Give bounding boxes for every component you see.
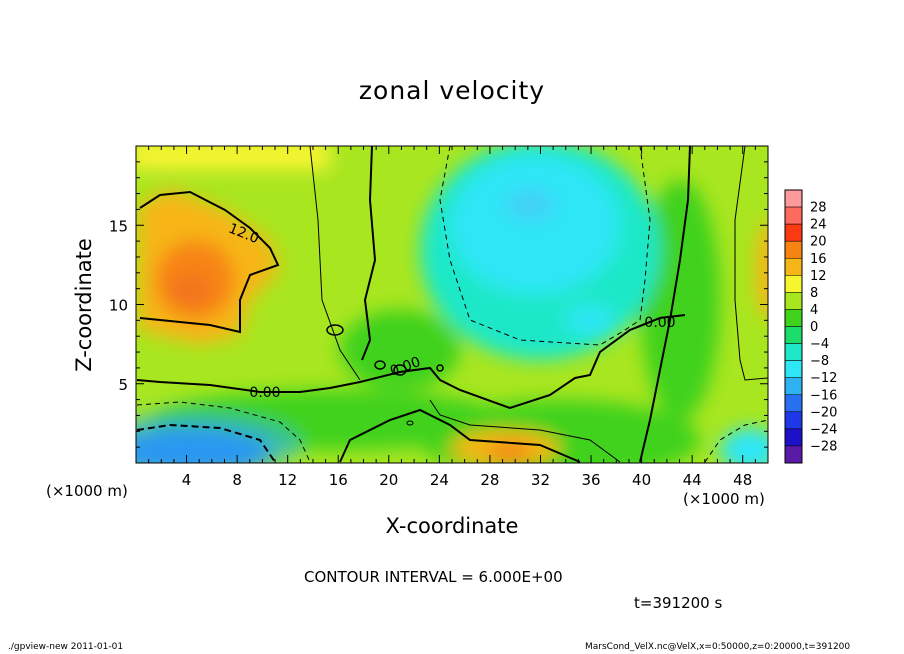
colorbar-label: 16 [810,252,827,267]
x-tick-label: 28 [480,471,499,489]
colorbar-swatch [784,343,803,361]
colorbar-swatch [784,394,803,413]
contour-label: 0.00 [249,385,280,401]
time-label: t=391200 s [634,594,723,612]
colorbar-swatch [784,206,803,225]
contour-neg-12 [136,423,276,463]
colorbar-swatch [784,189,803,208]
colorbar-swatch [784,428,803,447]
y-tick-label: 5 [118,376,128,394]
x-tick-label: 40 [632,471,651,489]
colorbar-label: −12 [810,371,837,386]
colorbar-label: −24 [810,422,837,437]
contour-label: 0.00 [644,315,675,331]
footer-data-source: MarsCond_VelX.nc@VelX,x=0:50000,z=0:2000… [585,642,851,652]
x-tick-label: 32 [531,471,550,489]
colorbar-label: 28 [810,201,827,216]
colorbar-label: −4 [810,337,829,352]
x-tick-label: 20 [379,471,398,489]
contour-0-left [136,314,686,410]
contour-6-bottom [429,399,621,463]
contour-neg-6-bottom [136,401,311,463]
colorbar-swatch [784,258,803,276]
contour-12 [139,190,280,334]
contour-label-text: 0.00 [249,385,280,401]
y-tick-label: 15 [109,217,128,235]
colorbar-swatch [784,445,803,464]
colorbar-label: 0 [810,320,818,335]
colorbar-swatch [784,309,803,327]
contour-thin-1 [309,146,361,381]
contour-0-vertical [361,146,377,361]
velocity-field [136,146,768,463]
x-tick-label: 44 [683,471,702,489]
x-tick-label: 4 [182,471,192,489]
x-tick-label: 16 [329,471,348,489]
contour-thin-2 [734,146,768,381]
colorbar-frame [784,189,803,464]
colorbar-swatch [784,360,803,378]
colorbar-swatch [784,223,803,242]
colorbar-label: −8 [810,354,829,369]
x-tick-label: 48 [733,471,752,489]
colorbar-label: 12 [810,269,827,284]
footer-program-date: ./gpview-new 2011-01-01 [8,642,124,652]
contour-neg-12-right [704,419,768,463]
x-tick-label: 12 [278,471,297,489]
x-tick-label: 36 [581,471,600,489]
x-tick-label: 24 [430,471,449,489]
colorbar-label: 24 [810,218,827,233]
x-axis-unit-left: (×1000 m) [46,482,128,500]
contour-0-bottom [339,408,581,463]
contour-lines [136,146,768,463]
colorbar-label: −28 [810,439,837,454]
colorbar-label: 4 [810,303,818,318]
colorbar-swatch [784,240,803,259]
colorbar-label: −20 [810,405,837,420]
contour-interval-label: CONTOUR INTERVAL = 6.000E+00 [304,568,563,586]
colorbar-label: −16 [810,388,837,403]
colorbar-swatch [784,377,803,395]
colorbar-swatch [784,292,803,310]
contour-label-text: 0.00 [644,315,675,331]
x-tick-label: 8 [232,471,242,489]
y-tick-label: 10 [109,297,128,315]
colorbar-swatch [784,326,803,344]
x-axis-label: X-coordinate [385,514,519,538]
colorbar-swatch [784,411,803,430]
chart-title: zonal velocity [358,76,546,105]
x-axis-unit-right: (×1000 m) [683,490,765,508]
contour-0-right [639,146,691,463]
colorbar-label: 20 [810,235,827,250]
colorbar-label: 8 [810,286,818,301]
colorbar-swatch [784,275,803,293]
